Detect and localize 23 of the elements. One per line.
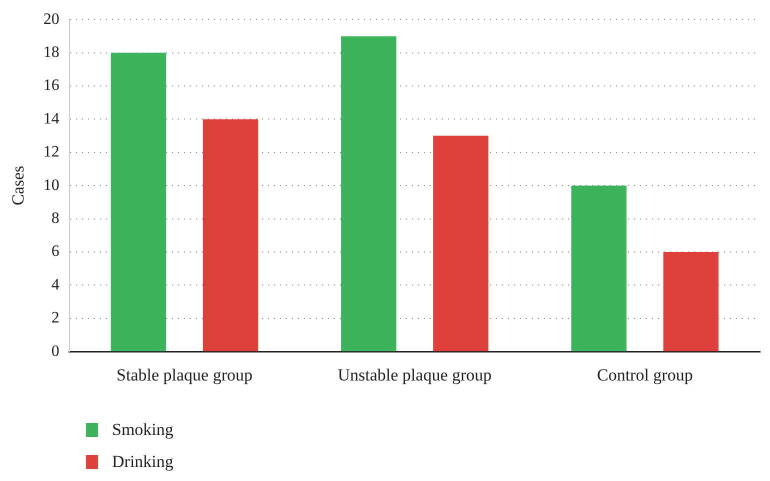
legend-label: Smoking [112, 420, 174, 440]
y-tick-label: 18 [43, 44, 60, 62]
y-axis-title: Cases [8, 166, 28, 206]
bar [341, 36, 396, 352]
y-tick-label: 8 [51, 210, 60, 228]
y-tick-label: 16 [43, 77, 60, 94]
y-tick-label: 12 [43, 144, 60, 161]
x-tick-label: Control group [596, 365, 693, 384]
y-tick-label: 6 [51, 243, 60, 260]
y-tick-label: 10 [43, 176, 60, 194]
y-tick-label: 20 [43, 10, 60, 28]
bar [433, 136, 488, 352]
bar [571, 186, 626, 352]
y-tick-label: 4 [51, 276, 60, 294]
legend-label: Drinking [112, 452, 174, 472]
bar [202, 119, 258, 352]
bar [110, 52, 166, 352]
y-tick-label: 0 [51, 342, 60, 360]
y-tick-label: 14 [43, 110, 60, 128]
y-tick-label: 2 [51, 310, 60, 327]
x-tick-label: Stable plaque group [116, 365, 252, 384]
bar [663, 252, 719, 352]
x-tick-label: Unstable plaque group [338, 365, 492, 384]
